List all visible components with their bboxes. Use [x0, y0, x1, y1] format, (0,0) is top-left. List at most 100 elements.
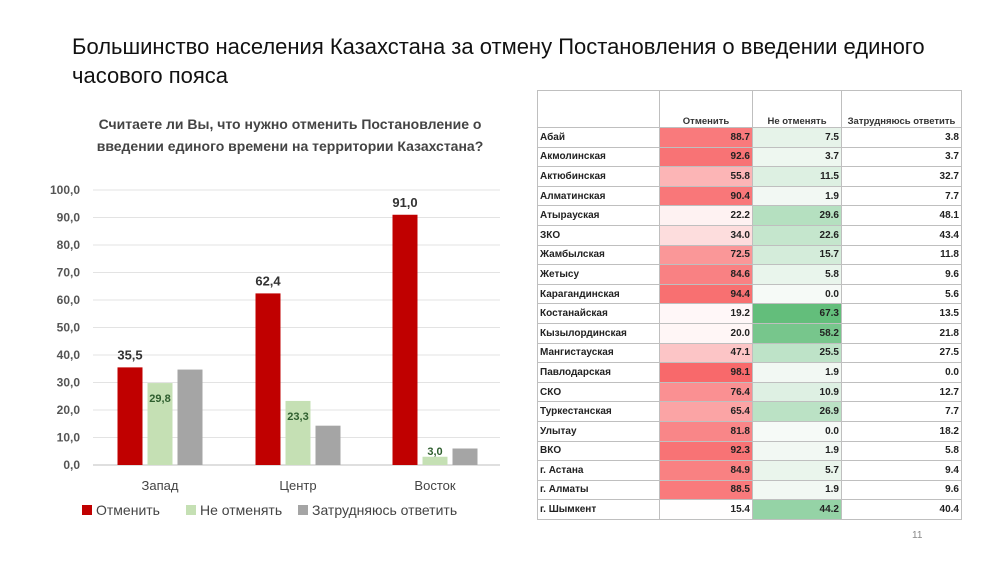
y-tick-label: 90,0: [57, 211, 81, 225]
region-name: Жамбылская: [537, 244, 660, 266]
cell-value: 5.8: [752, 264, 842, 285]
cell-value: 3.7: [752, 146, 842, 168]
cell-value: 1.9: [752, 440, 842, 462]
cell-value: 81.8: [659, 420, 753, 442]
y-tick-label: 30,0: [57, 376, 81, 390]
bar-Не отменять: [422, 456, 448, 465]
region-name: Карагандинская: [537, 283, 660, 305]
region-table: Отменить Не отменять Затрудняюсь ответить А…: [537, 90, 962, 520]
legend-label: Затрудняюсь ответить: [312, 502, 457, 518]
region-name: Алматинская: [537, 185, 660, 207]
column-header: Затрудняюсь ответить: [841, 90, 962, 128]
cell-value: 10.9: [752, 381, 842, 403]
cell-value: 1.9: [752, 479, 842, 501]
data-label: 3,0: [427, 446, 442, 458]
cell-value: 58.2: [752, 322, 842, 344]
region-name: Туркестанская: [537, 401, 660, 422]
table-row: г. Астана 84.9 5.7 9.4: [537, 460, 962, 481]
legend-swatch: [82, 505, 92, 515]
cell-value: 88.7: [659, 127, 753, 148]
table-row: Атырауская 22.2 29.6 48.1: [537, 205, 962, 226]
table-row: Акмолинская 92.6 3.7 3.7: [537, 146, 962, 168]
region-name: Акмолинская: [537, 146, 660, 168]
table-row: СКО 76.4 10.9 12.7: [537, 381, 962, 403]
y-tick-label: 70,0: [57, 266, 81, 280]
data-label: 62,4: [255, 273, 281, 288]
region-name: г. Шымкент: [537, 499, 660, 520]
data-label: 29,8: [149, 393, 170, 405]
region-name: Улытау: [537, 420, 660, 442]
cell-value: 32.7: [841, 166, 962, 187]
cell-value: 7.7: [841, 185, 962, 207]
table-row: Костанайская 19.2 67.3 13.5: [537, 303, 962, 324]
data-label: 35,5: [117, 347, 142, 362]
region-name: Абай: [537, 127, 660, 148]
cell-value: 0.0: [752, 420, 842, 442]
column-header: Отменить: [659, 90, 753, 128]
table-row: Туркестанская 65.4 26.9 7.7: [537, 401, 962, 422]
table-row: Актюбинская 55.8 11.5 32.7: [537, 166, 962, 187]
cell-value: 5.7: [752, 460, 842, 481]
column-header: Не отменять: [752, 90, 842, 128]
region-name: Жетысу: [537, 264, 660, 285]
cell-value: 88.5: [659, 479, 753, 501]
y-tick-label: 0,0: [63, 458, 80, 472]
region-name: СКО: [537, 381, 660, 403]
legend-swatch: [186, 505, 196, 515]
cell-value: 27.5: [841, 342, 962, 364]
cell-value: 92.6: [659, 146, 753, 168]
cell-value: 15.7: [752, 244, 842, 266]
cell-value: 3.8: [841, 127, 962, 148]
region-name: Актюбинская: [537, 166, 660, 187]
region-name: г. Астана: [537, 460, 660, 481]
table-row: Кызылординская 20.0 58.2 21.8: [537, 322, 962, 344]
table-row: г. Шымкент 15.4 44.2 40.4: [537, 499, 962, 520]
cell-value: 22.6: [752, 224, 842, 246]
data-label: 91,0: [392, 195, 417, 210]
cell-value: 12.7: [841, 381, 962, 403]
cell-value: 9.4: [841, 460, 962, 481]
bar-Отменить: [117, 367, 143, 465]
cell-value: 65.4: [659, 401, 753, 422]
chart-title: Считаете ли Вы, что нужно отменить Поста…: [96, 116, 484, 154]
cell-value: 5.6: [841, 283, 962, 305]
cell-value: 55.8: [659, 166, 753, 187]
region-name: ВКО: [537, 440, 660, 462]
table-row: ЗКО 34.0 22.6 43.4: [537, 224, 962, 246]
cell-value: 43.4: [841, 224, 962, 246]
table-row: Алматинская 90.4 1.9 7.7: [537, 185, 962, 207]
y-tick-label: 10,0: [57, 431, 81, 445]
region-name: Кызылординская: [537, 322, 660, 344]
y-tick-label: 20,0: [57, 403, 81, 417]
cell-value: 34.0: [659, 224, 753, 246]
cell-value: 84.9: [659, 460, 753, 481]
cell-value: 1.9: [752, 185, 842, 207]
bar-Не отменять: [147, 383, 173, 465]
table-row: Карагандинская 94.4 0.0 5.6: [537, 283, 962, 305]
region-name: Костанайская: [537, 303, 660, 324]
cell-value: 72.5: [659, 244, 753, 266]
cell-value: 21.8: [841, 322, 962, 344]
region-name: ЗКО: [537, 224, 660, 246]
region-name: Павлодарская: [537, 362, 660, 383]
cell-value: 29.6: [752, 205, 842, 226]
cell-value: 7.7: [841, 401, 962, 422]
y-tick-label: 60,0: [57, 293, 81, 307]
x-tick-label: Запад: [142, 478, 179, 493]
y-tick-label: 100,0: [50, 183, 80, 197]
cell-value: 9.6: [841, 479, 962, 501]
cell-value: 11.5: [752, 166, 842, 187]
cell-value: 94.4: [659, 283, 753, 305]
bar-Затрудняюсь ответить: [315, 425, 341, 465]
cell-value: 9.6: [841, 264, 962, 285]
cell-value: 40.4: [841, 499, 962, 520]
table-row: Мангистауская 47.1 25.5 27.5: [537, 342, 962, 364]
cell-value: 15.4: [659, 499, 753, 520]
y-tick-label: 40,0: [57, 348, 81, 362]
cell-value: 98.1: [659, 362, 753, 383]
cell-value: 13.5: [841, 303, 962, 324]
cell-value: 3.7: [841, 146, 962, 168]
legend-label: Не отменять: [200, 502, 282, 518]
table-row: Абай 88.7 7.5 3.8: [537, 127, 962, 148]
